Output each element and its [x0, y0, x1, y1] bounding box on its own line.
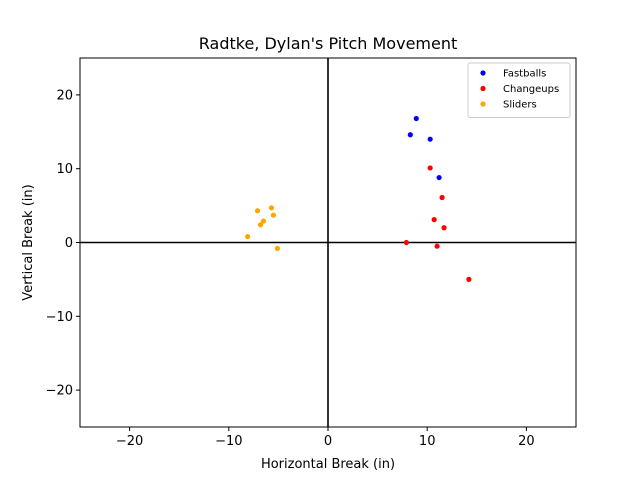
chart-title: Radtke, Dylan's Pitch Movement [199, 34, 458, 53]
x-tick-label: −20 [116, 434, 143, 449]
sliders-point [245, 233, 251, 240]
sliders-point [257, 222, 264, 228]
data-points [245, 115, 472, 282]
legend: Fastballs Changeups Sliders [467, 62, 571, 118]
y-axis-label: Vertical Break (in) [21, 184, 36, 300]
x-tick-label: −10 [215, 434, 242, 449]
x-tick-label: 10 [419, 434, 436, 449]
x-tick-label: 20 [518, 434, 535, 449]
legend-label-fastballs: Fastballs [503, 69, 546, 80]
sliders-point [268, 205, 275, 211]
sliders-point [260, 218, 267, 224]
x-tick-label: 0 [324, 434, 332, 449]
legend-marker-fastballs [480, 70, 486, 76]
fastballs-point [427, 136, 433, 142]
changeups-point [403, 239, 409, 246]
changeups-point [439, 194, 445, 201]
fastballs-point [413, 115, 419, 122]
fastballs-point [407, 132, 413, 138]
sliders-point [270, 212, 277, 218]
changeups-point [431, 217, 437, 223]
changeups-point [434, 243, 440, 249]
legend-box [467, 62, 571, 118]
legend-label-sliders: Sliders [503, 100, 537, 111]
y-tick-label: 10 [56, 162, 73, 177]
fastballs-point [436, 174, 442, 181]
x-axis: −20 −10 0 10 20 [116, 427, 535, 449]
y-tick-label: −10 [46, 310, 73, 325]
legend-marker-sliders [480, 101, 486, 107]
x-axis-label: Horizontal Break (in) [261, 457, 395, 472]
y-tick-label: 0 [65, 236, 73, 251]
sliders-point [254, 208, 261, 214]
changeups-point [466, 276, 472, 282]
changeups-point [427, 165, 433, 171]
zero-lines [80, 58, 576, 427]
y-tick-label: −20 [46, 384, 73, 399]
legend-label-changeups: Changeups [503, 84, 559, 95]
legend-marker-changeups [480, 85, 486, 92]
sliders-point [274, 245, 281, 252]
changeups-point [441, 225, 447, 231]
y-axis: −20 −10 0 10 20 [46, 88, 80, 399]
y-tick-label: 20 [56, 88, 73, 103]
